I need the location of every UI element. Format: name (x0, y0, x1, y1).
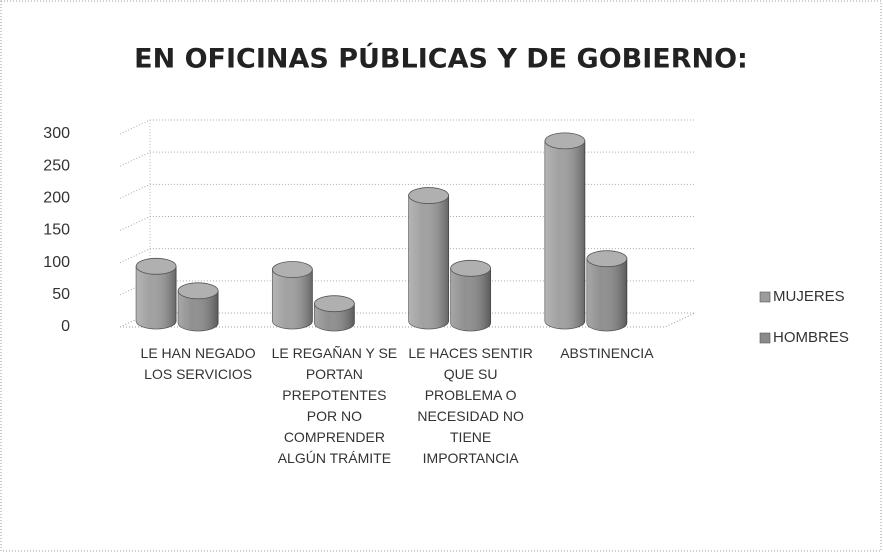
bar-top (135, 257, 177, 275)
x-tick-label: LE REGAÑAN Y SE PORTAN PREPOTENTES POR N… (271, 345, 398, 466)
legend-label: MUJERES (773, 288, 845, 305)
y-tick-label: 100 (43, 254, 70, 271)
floor (120, 312, 696, 328)
bar-shade (136, 266, 177, 329)
grid-line (119, 248, 695, 264)
grid-line (119, 216, 695, 231)
y-tick-label: 0 (61, 318, 70, 335)
x-tick-label: LE HAN NEGADO LOS SERVICIOS (140, 345, 256, 382)
legend-label: HOMBRES (773, 329, 849, 346)
legend-swatch (759, 291, 771, 303)
chart-title: EN OFICINAS PÚBLICAS Y DE GOBIERNO: (134, 43, 748, 75)
bar-top (408, 187, 450, 204)
y-tick-label: 300 (43, 125, 70, 142)
y-tick-label: 250 (43, 157, 70, 174)
bar-top (271, 261, 313, 278)
bar-shade (178, 290, 219, 331)
bar-shade (408, 195, 449, 329)
x-tick-label: LE HACES SENTIR QUE SU PROBLEMA O NECESI… (408, 345, 533, 466)
bar-top (177, 282, 219, 300)
grid-line (119, 183, 695, 199)
bar-shade (272, 269, 313, 329)
bar-top (586, 250, 628, 268)
bar-top (450, 259, 492, 277)
y-tick-label: 50 (52, 286, 70, 303)
legend-swatch (759, 332, 771, 344)
bar-shade (586, 258, 627, 331)
bar-top (313, 295, 355, 313)
grid-line (119, 151, 695, 167)
bar-shade (450, 268, 491, 331)
grid-line (119, 119, 695, 135)
y-tick-label: 200 (43, 190, 70, 207)
x-tick-label: ABSTINENCIA (560, 345, 654, 361)
bar-shade (544, 140, 585, 329)
bar-top (544, 132, 586, 150)
y-tick-label: 150 (43, 222, 70, 239)
